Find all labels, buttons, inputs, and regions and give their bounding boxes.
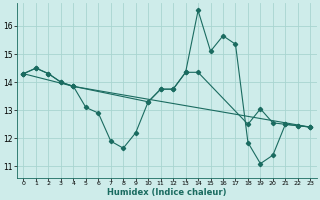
X-axis label: Humidex (Indice chaleur): Humidex (Indice chaleur) [107,188,227,197]
